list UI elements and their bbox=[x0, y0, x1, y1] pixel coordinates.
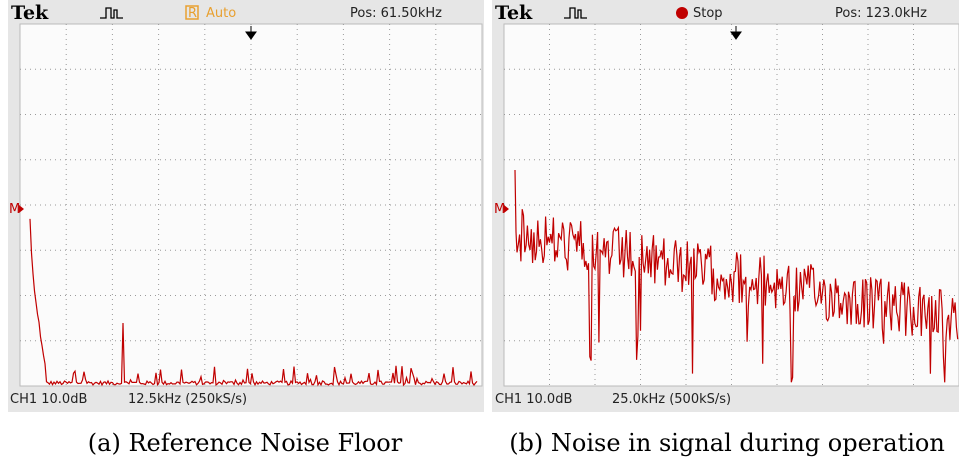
channel: CH1 10.0dB bbox=[10, 392, 87, 407]
figure: Tek R Auto Pos: 61.50kHz M CH1 10.0dB 12… bbox=[0, 0, 959, 460]
channel: CH1 10.0dB bbox=[495, 392, 572, 407]
caption: (a) Reference Noise Floor bbox=[88, 429, 403, 457]
brand: Tek bbox=[11, 2, 49, 24]
caption: (b) Noise in signal during operation bbox=[509, 429, 945, 457]
position: Pos: 61.50kHz bbox=[350, 6, 442, 21]
position: Pos: 123.0kHz bbox=[835, 6, 927, 21]
marker: M bbox=[494, 202, 505, 217]
timebase: 25.0kHz (500kS/s) bbox=[612, 392, 731, 407]
scope-b: Tek Stop Pos: 123.0kHz M CH1 10.0dB 25.0… bbox=[492, 0, 959, 412]
run-icon-letter: R bbox=[188, 6, 197, 21]
status: Stop bbox=[693, 6, 723, 21]
timebase: 12.5kHz (250kS/s) bbox=[128, 392, 247, 407]
scope-a: Tek R Auto Pos: 61.50kHz M CH1 10.0dB 12… bbox=[8, 0, 484, 412]
stop-icon bbox=[676, 7, 688, 19]
brand: Tek bbox=[495, 2, 533, 24]
status: Auto bbox=[206, 6, 236, 21]
marker: M bbox=[9, 202, 20, 217]
